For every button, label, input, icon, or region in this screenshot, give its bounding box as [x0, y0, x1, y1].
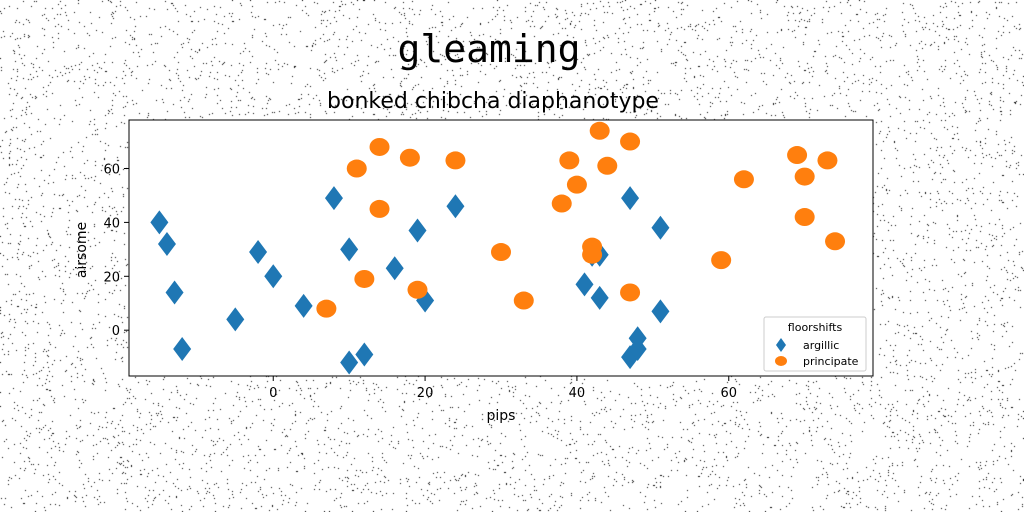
- principate-point-2: [354, 269, 375, 288]
- argillic-point-0: [150, 210, 169, 235]
- principate-point-11: [559, 151, 580, 170]
- legend-label-principate: principate: [803, 355, 859, 368]
- argillic-point-5: [249, 240, 268, 265]
- argillic-point-8: [324, 186, 343, 211]
- principate-point-21: [787, 146, 808, 165]
- principate-point-18: [620, 132, 641, 151]
- x-tick-label-60: 60: [720, 386, 737, 401]
- data-points: [150, 121, 846, 375]
- x-tick-label-40: 40: [569, 386, 586, 401]
- argillic-point-13: [408, 218, 427, 243]
- legend-label-argillic: argillic: [803, 339, 839, 352]
- x-tick-label-20: 20: [417, 386, 434, 401]
- y-axis-label: airsome: [74, 222, 90, 278]
- principate-point-17: [620, 283, 641, 302]
- axis-ticks: 0 20 40 60 0 20 40 60: [103, 163, 737, 401]
- principate-point-10: [551, 194, 572, 213]
- principate-point-1: [346, 159, 367, 178]
- principate-point-4: [369, 137, 390, 156]
- principate-point-7: [445, 151, 466, 170]
- argillic-point-10: [340, 350, 359, 375]
- argillic-point-12: [385, 256, 404, 281]
- x-tick-label-0: 0: [269, 386, 277, 401]
- principate-point-12: [566, 175, 587, 194]
- principate-point-9: [513, 291, 534, 310]
- y-tick-label-40: 40: [103, 216, 120, 231]
- principate-point-19: [711, 251, 732, 270]
- principate-point-3: [369, 199, 390, 218]
- principate-point-5: [399, 148, 420, 167]
- principate-point-0: [316, 299, 337, 318]
- principate-point-23: [794, 208, 815, 227]
- argillic-point-11: [355, 342, 374, 367]
- legend-marker-principate: [775, 356, 787, 366]
- argillic-point-1: [157, 231, 176, 256]
- legend-marker-argillic: [776, 338, 786, 352]
- legend: floorshifts argillic principate: [763, 316, 867, 372]
- principate-point-8: [491, 243, 511, 262]
- chart-subtitle: bonked chibcha diaphanotype: [327, 89, 659, 114]
- principate-point-25: [825, 232, 846, 251]
- argillic-point-9: [340, 237, 359, 262]
- argillic-point-4: [226, 307, 245, 332]
- legend-box: [763, 316, 867, 372]
- principate-point-6: [407, 280, 428, 299]
- plot-frame: [128, 119, 874, 377]
- x-axis-label: pips: [487, 408, 516, 424]
- legend-entries: argillic principate: [775, 338, 859, 368]
- y-tick-label-20: 20: [103, 270, 120, 285]
- argillic-point-19: [590, 285, 609, 310]
- argillic-point-3: [173, 337, 192, 362]
- argillic-point-7: [294, 293, 313, 318]
- principate-point-24: [817, 151, 838, 170]
- argillic-point-24: [651, 299, 670, 324]
- principate-point-20: [733, 170, 754, 189]
- argillic-point-2: [165, 280, 184, 305]
- argillic-point-25: [651, 215, 670, 240]
- argillic-point-15: [446, 194, 465, 219]
- principate-point-15: [589, 121, 610, 140]
- argillic-point-20: [621, 186, 640, 211]
- argillic-point-6: [264, 264, 283, 289]
- y-tick-label-0: 0: [112, 324, 120, 339]
- principate-point-16: [597, 156, 618, 175]
- principate-point-14: [582, 245, 603, 264]
- argillic-point-16: [575, 272, 594, 297]
- chart-title: gleaming: [397, 27, 580, 71]
- y-tick-label-60: 60: [103, 163, 120, 178]
- legend-title: floorshifts: [788, 321, 843, 334]
- argillic-point-23: [628, 326, 647, 351]
- principate-point-22: [794, 167, 815, 186]
